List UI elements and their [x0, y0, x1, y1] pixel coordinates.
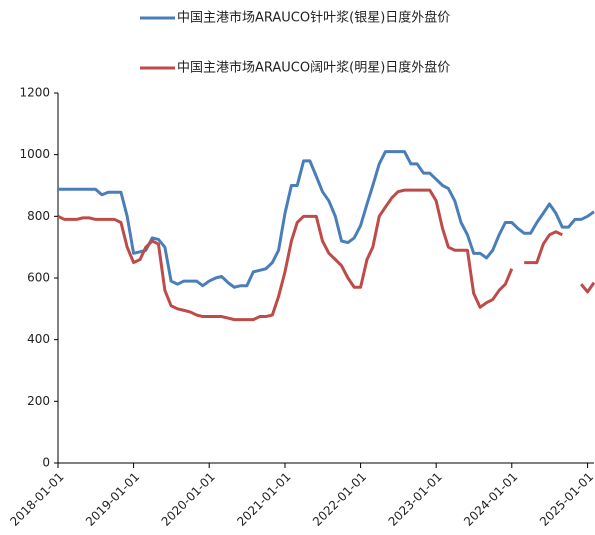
y-tick-label: 0: [42, 456, 50, 470]
y-tick-label: 800: [27, 209, 50, 223]
x-tick-label: 2020-01-01: [159, 470, 218, 529]
legend-label: 中国主港市场ARAUCO阔叶浆(明星)日度外盘价: [177, 60, 450, 76]
x-tick-label: 2023-01-01: [386, 470, 445, 529]
x-tick-label: 2021-01-01: [234, 470, 293, 529]
x-tick-label: 2025-01-01: [537, 470, 595, 529]
y-tick-label: 1000: [19, 147, 50, 161]
y-tick-label: 1200: [19, 86, 50, 100]
y-tick-label: 600: [27, 271, 50, 285]
y-tick-label: 400: [27, 332, 50, 346]
series-line: [58, 150, 595, 289]
x-tick-label: 2024-01-01: [461, 470, 520, 529]
y-tick-label: 200: [27, 394, 50, 408]
x-tick-label: 2018-01-01: [7, 470, 66, 529]
x-tick-label: 2019-01-01: [83, 470, 142, 529]
series-line: [57, 188, 595, 322]
legend-label: 中国主港市场ARAUCO针叶浆(银星)日度外盘价: [177, 10, 450, 26]
x-tick-label: 2022-01-01: [310, 470, 369, 529]
